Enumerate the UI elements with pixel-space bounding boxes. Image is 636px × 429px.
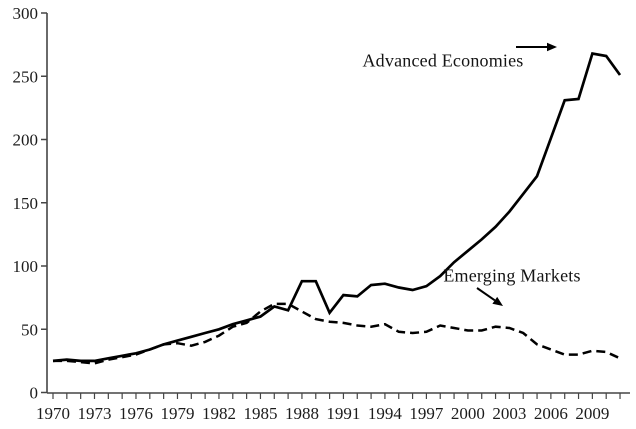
svg-text:1982: 1982 xyxy=(202,404,236,423)
svg-text:1979: 1979 xyxy=(160,404,194,423)
svg-text:0: 0 xyxy=(30,384,39,403)
svg-text:1973: 1973 xyxy=(77,404,111,423)
svg-text:150: 150 xyxy=(13,194,39,213)
svg-text:1970: 1970 xyxy=(36,404,70,423)
emerging-markets-label: Emerging Markets xyxy=(443,265,581,286)
svg-text:250: 250 xyxy=(13,67,39,86)
svg-text:1985: 1985 xyxy=(243,404,277,423)
svg-text:1997: 1997 xyxy=(409,404,444,423)
svg-text:300: 300 xyxy=(13,4,39,23)
svg-text:1991: 1991 xyxy=(326,404,360,423)
svg-text:1994: 1994 xyxy=(368,404,403,423)
svg-text:2003: 2003 xyxy=(492,404,526,423)
svg-text:1988: 1988 xyxy=(285,404,319,423)
svg-text:2006: 2006 xyxy=(534,404,568,423)
advanced-economies-label: Advanced Economies xyxy=(362,50,524,71)
svg-text:50: 50 xyxy=(21,320,38,339)
svg-text:2009: 2009 xyxy=(575,404,609,423)
svg-text:100: 100 xyxy=(13,257,39,276)
svg-text:2000: 2000 xyxy=(451,404,485,423)
svg-text:1976: 1976 xyxy=(119,404,153,423)
svg-text:200: 200 xyxy=(13,131,39,150)
